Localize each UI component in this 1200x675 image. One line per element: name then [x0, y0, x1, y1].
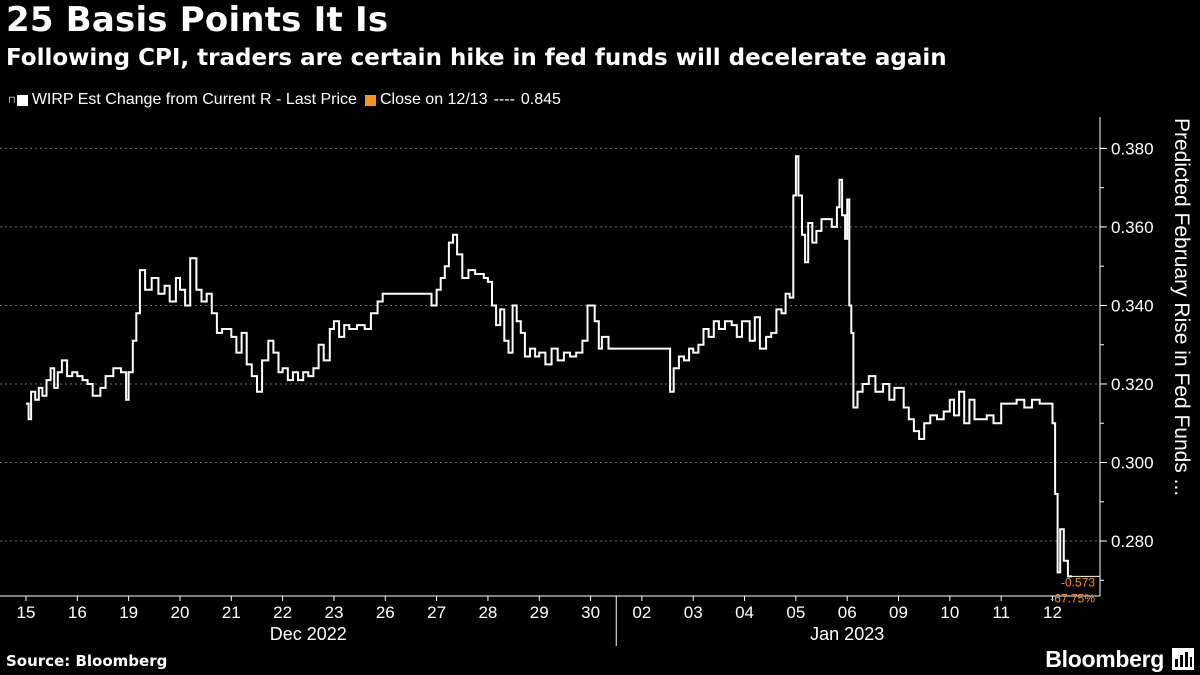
- series-line: [26, 155, 1072, 578]
- brand-logo: Bloomberg: [1045, 646, 1164, 672]
- annotation-change: -0.573: [1061, 575, 1095, 589]
- x-tick-label: 27: [427, 603, 446, 622]
- dashed-line-icon: ----: [493, 91, 515, 108]
- x-tick-label: 20: [171, 603, 190, 622]
- pin-icon: ⊓: [8, 94, 16, 106]
- chart-subtitle: Following CPI, traders are certain hike …: [6, 45, 947, 71]
- x-tick-label: 04: [735, 603, 754, 622]
- y-axis-title: Predicted February Rise in Fed Funds ...: [1170, 118, 1193, 496]
- y-tick-label: 0.300: [1111, 454, 1154, 473]
- month-label: Jan 2023: [810, 624, 884, 644]
- month-label: Dec 2022: [270, 624, 347, 644]
- legend-series-label: WIRP Est Change from Current R - Last Pr…: [31, 91, 357, 108]
- x-tick-label: 09: [889, 603, 908, 622]
- x-tick-label: 29: [530, 603, 549, 622]
- x-tick-label: 16: [68, 603, 87, 622]
- x-tick-label: 02: [632, 603, 651, 622]
- x-tick-label: 26: [376, 603, 395, 622]
- legend-item-series[interactable]: ⊓ WIRP Est Change from Current R - Last …: [8, 91, 357, 109]
- source-note: Source: Bloomberg: [6, 652, 168, 670]
- x-tick-label: 06: [838, 603, 857, 622]
- x-tick-label: 12: [1043, 603, 1062, 622]
- x-tick-label: 05: [786, 603, 805, 622]
- x-tick-label: 28: [478, 603, 497, 622]
- chart-title: 25 Basis Points It Is: [6, 0, 389, 40]
- x-tick-label: 03: [684, 603, 703, 622]
- x-tick-label: 10: [940, 603, 959, 622]
- x-tick-label: 23: [324, 603, 343, 622]
- x-tick-label: 15: [17, 603, 36, 622]
- legend-close-label: Close on 12/13: [379, 91, 488, 108]
- x-tick-label: 19: [119, 603, 138, 622]
- y-tick-label: 0.360: [1111, 218, 1154, 237]
- legend-close-value: 0.845: [520, 91, 561, 108]
- white-square-icon: [16, 94, 28, 106]
- y-tick-label: 0.340: [1111, 296, 1154, 315]
- legend-item-close[interactable]: Close on 12/13 ---- 0.845: [364, 91, 561, 109]
- x-tick-label: 11: [992, 603, 1010, 622]
- legend: ⊓ WIRP Est Change from Current R - Last …: [8, 89, 569, 111]
- x-tick-label: 21: [222, 603, 241, 622]
- x-tick-label: 30: [581, 603, 600, 622]
- x-tick-label: 22: [273, 603, 292, 622]
- bloomberg-icon: [1172, 648, 1194, 670]
- y-tick-label: 0.380: [1111, 139, 1154, 158]
- y-tick-label: 0.280: [1111, 532, 1154, 551]
- annotation-pct: -67.75%: [1050, 591, 1095, 605]
- orange-square-icon: [364, 94, 376, 106]
- y-tick-label: 0.320: [1111, 375, 1154, 394]
